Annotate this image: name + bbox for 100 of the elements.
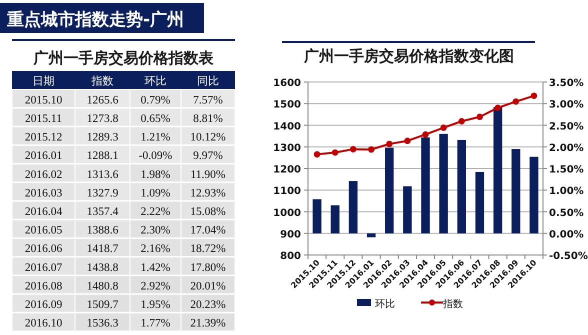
data-label: 8.81% (193, 112, 224, 125)
point (368, 146, 374, 153)
y-tick-label: 1600 (273, 78, 302, 89)
point (512, 98, 520, 105)
y-tick-label: 1500 (273, 100, 302, 111)
chart-subtitle: 广州一手房交易价格指数表 (32, 49, 214, 67)
data-label: 20.23% (190, 299, 226, 312)
y-tick-label: 2016.06 (24, 243, 62, 256)
point (314, 151, 320, 158)
data-label: 0.79% (140, 94, 171, 106)
bar (512, 149, 520, 234)
y-tick-label: 1100 (273, 186, 302, 198)
data-label: 1357.4 (86, 206, 119, 218)
y-tick-label: 1200 (273, 164, 302, 176)
legend-label: 环比 (375, 298, 395, 310)
y-tick-label: 2016.01 (24, 150, 62, 162)
bar (385, 148, 394, 234)
y-tick-label: 2016.02 (24, 168, 62, 181)
y2-tick-label: 3.00% (549, 100, 584, 111)
y-axis-title: 日期 (32, 74, 54, 88)
x-tick-label: 同比 (197, 74, 219, 88)
data-label: 1418.7 (86, 243, 119, 256)
data-label: 1288.1 (86, 150, 119, 162)
y-tick-label: 2016.10 (24, 318, 62, 330)
data-label: 2.92% (140, 280, 171, 292)
bar (475, 172, 484, 234)
data-label: 17.80% (190, 262, 226, 274)
data-label: 15.08% (190, 206, 226, 218)
y-tick-label: 1000 (273, 208, 302, 219)
data-label: 1273.8 (86, 112, 119, 125)
data-label: 1289.3 (86, 132, 119, 144)
point (332, 149, 338, 156)
x-tick-label: 指数 (90, 74, 114, 88)
bar (439, 134, 448, 234)
data-label: 1388.6 (86, 224, 119, 237)
data-label: 1438.8 (86, 262, 119, 274)
data-label: 1480.8 (86, 280, 119, 292)
point (458, 118, 465, 124)
point (530, 92, 538, 99)
point (386, 140, 393, 148)
data-label: 1313.6 (86, 168, 119, 181)
y-tick-label: 2016.04 (24, 206, 62, 218)
y2-tick-label: 1.50% (549, 164, 584, 176)
bar (493, 107, 502, 234)
data-label: 21.39% (190, 318, 226, 330)
bar (366, 233, 376, 238)
bar (403, 186, 412, 234)
data-label: 2.30% (140, 224, 171, 237)
x-tick-label: 环比 (144, 74, 166, 88)
data-label: 1.77% (140, 318, 171, 330)
bar (530, 156, 538, 234)
data-label: 7.57% (193, 94, 224, 106)
data-label: 1536.3 (86, 318, 119, 330)
data-label: 9.97% (193, 150, 224, 162)
data-label: 0.65% (140, 112, 171, 125)
data-label: 10.12% (190, 132, 226, 144)
y2-tick-label: -0.50% (549, 251, 588, 262)
point (440, 124, 447, 131)
data-label: 1327.9 (86, 187, 119, 200)
data-label: 1.98% (140, 168, 171, 181)
y-tick-label: 900 (280, 229, 302, 240)
y2-tick-label: 0.50% (549, 208, 584, 219)
data-label: 1509.7 (86, 299, 119, 312)
chart-title: 重点城市指数走势-广州 (6, 10, 184, 30)
y2-tick-label: 2.00% (549, 142, 584, 154)
data-label: 1.21% (140, 132, 171, 144)
data-label: 1.09% (140, 187, 171, 200)
y-tick-label: 2016.09 (24, 299, 62, 312)
data-label: 2.22% (140, 206, 171, 218)
y2-tick-label: 0.00% (549, 229, 584, 240)
y-tick-label: 1400 (273, 121, 302, 132)
data-label: 11.90% (190, 168, 226, 181)
bar (312, 199, 322, 234)
bar (348, 181, 358, 234)
legend-label: 指数 (442, 298, 463, 310)
data-label: -0.09% (138, 150, 173, 162)
y-tick-label: 2015.12 (24, 132, 62, 144)
data-label: 1.95% (140, 299, 171, 312)
y-tick-label: 2016.05 (24, 224, 62, 237)
point (494, 104, 502, 111)
y2-tick-label: 3.50% (549, 78, 584, 89)
data-label: 18.72% (190, 243, 226, 256)
point (422, 131, 429, 138)
bar (457, 140, 466, 234)
point (350, 146, 356, 152)
y-tick-label: 2016.03 (24, 187, 62, 200)
bar (421, 137, 430, 234)
y-tick-label: 1300 (273, 142, 302, 154)
data-label: 2.16% (140, 243, 171, 256)
y2-tick-label: 2.50% (549, 121, 584, 132)
point (404, 138, 411, 144)
bar (330, 205, 340, 234)
y-tick-label: 2015.11 (25, 112, 62, 125)
data-label: 17.04% (190, 224, 226, 237)
y2-tick-label: 1.00% (549, 186, 584, 198)
y-tick-label: 2015.10 (24, 94, 62, 106)
data-label: 20.01% (190, 280, 226, 292)
chart-title: 广州一手房交易价格指数变化图 (303, 47, 514, 65)
data-label: 12.93% (190, 187, 226, 200)
y-tick-label: 800 (280, 251, 302, 262)
